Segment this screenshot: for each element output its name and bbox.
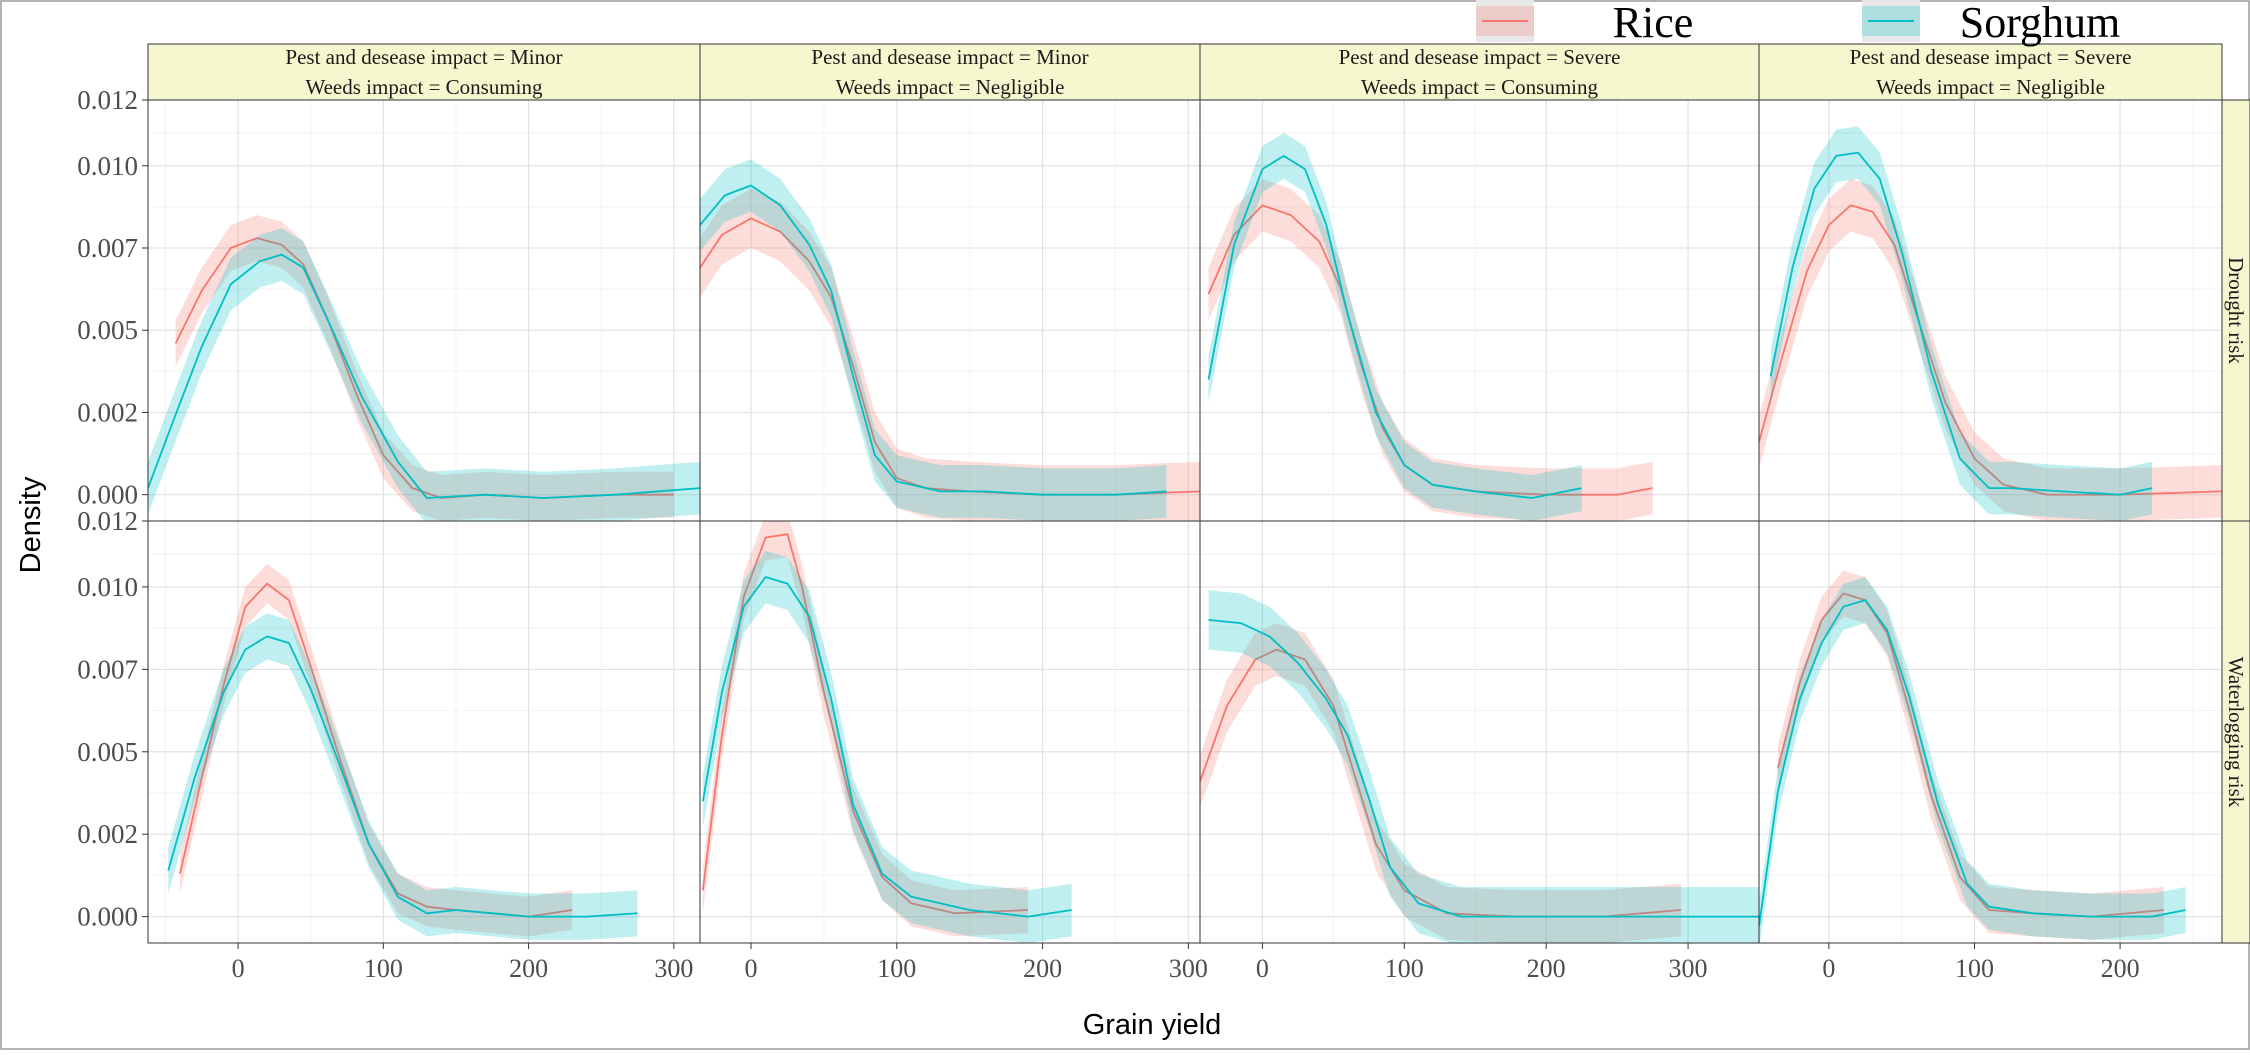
x-tick-label: 0	[1256, 954, 1269, 983]
y-tick-label: 0.005	[77, 315, 138, 345]
confidence-band-sorghum	[1208, 590, 1759, 943]
confidence-band-sorghum	[1208, 132, 1582, 521]
density-line-sorghum	[1208, 619, 1759, 918]
panel: 0 100 200 300	[699, 520, 1208, 983]
density-line-sorghum	[700, 184, 1167, 496]
confidence-band-rice	[180, 563, 573, 937]
x-tick-label: 200	[2101, 954, 2140, 983]
panel-background	[1200, 521, 1759, 943]
strip-label-pest: Pest and desease impact = Severe	[1850, 45, 2132, 69]
panel-background	[700, 521, 1200, 943]
confidence-band-rice	[1208, 178, 1653, 521]
panel-background	[1200, 100, 1759, 521]
x-tick-label: 200	[509, 954, 548, 983]
panel	[699, 99, 1201, 522]
confidence-band-rice	[1777, 570, 2164, 940]
strip-label-weeds: Weeds impact = Consuming	[1361, 75, 1599, 99]
x-tick-label: 0	[232, 954, 245, 983]
y-tick-label: 0.005	[77, 737, 138, 767]
density-line-sorghum	[1207, 155, 1582, 499]
panel-background	[1759, 100, 2222, 521]
strip-label-weeds: Weeds impact = Consuming	[305, 75, 543, 99]
row-strip-label: Waterlogging risk	[2224, 657, 2248, 808]
panel-border	[1758, 520, 2223, 944]
row-strip-label: Drought risk	[2224, 257, 2248, 364]
panel-background	[148, 521, 700, 943]
y-axis-title: Density	[15, 476, 47, 573]
density-line-sorghum	[1769, 151, 2153, 496]
panel: 0 100 200 300 0.000 0.002 0.005 0.007 0.010 0.012	[77, 506, 701, 983]
strip-label-pest: Pest and desease impact = Minor	[285, 45, 562, 69]
strip-background	[1199, 43, 1760, 101]
x-axis-title: Grain yield	[1083, 1009, 1222, 1041]
legend: Rice Sorghum	[1476, 0, 2120, 47]
panel-background	[148, 100, 700, 521]
y-tick-label: 0.007	[77, 654, 138, 684]
x-tick-label: 0	[1822, 954, 1835, 983]
legend-label: Rice	[1613, 0, 1694, 47]
panel	[1199, 99, 1760, 522]
confidence-band-rice	[702, 521, 1028, 937]
confidence-band-rice	[700, 188, 1200, 521]
confidence-band-sorghum	[1759, 577, 2186, 943]
confidence-band-sorghum	[700, 159, 1167, 521]
y-tick-label: 0.010	[77, 572, 138, 602]
legend-label: Sorghum	[1960, 0, 2121, 47]
panel: 0 100 200	[1758, 520, 2223, 983]
strip-label-weeds: Weeds impact = Negligible	[836, 75, 1065, 99]
x-tick-label: 100	[1955, 954, 1994, 983]
density-line-rice	[1759, 204, 2222, 496]
column-strip: Pest and desease impact = Severe Weeds im…	[1758, 43, 2223, 101]
confidence-band-sorghum	[702, 550, 1072, 943]
confidence-band-rice	[1200, 623, 1681, 943]
confidence-band-sorghum	[168, 613, 638, 940]
panel: 0 100 200 300	[1199, 520, 1760, 983]
y-tick-label: 0.007	[77, 233, 138, 263]
confidence-band-sorghum	[1770, 126, 2153, 521]
y-tick-label: 0.010	[77, 151, 138, 181]
column-strip: Pest and desease impact = Minor Weeds imp…	[699, 43, 1201, 101]
column-strip: Pest and desease impact = Severe Weeds im…	[1199, 43, 1760, 101]
x-tick-label: 200	[1023, 954, 1062, 983]
strip-label-weeds: Weeds impact = Negligible	[1876, 75, 2105, 99]
x-tick-label: 100	[1385, 954, 1424, 983]
density-line-sorghum	[167, 635, 638, 918]
x-tick-label: 300	[654, 954, 693, 983]
x-tick-label: 300	[1669, 954, 1708, 983]
confidence-band-rice	[175, 215, 674, 521]
x-tick-label: 200	[1527, 954, 1566, 983]
x-tick-label: 100	[364, 954, 403, 983]
x-tick-label: 0	[745, 954, 758, 983]
y-tick-label: 0.012	[77, 506, 138, 536]
x-tick-label: 300	[1169, 954, 1208, 983]
density-line-sorghum	[1759, 599, 2186, 927]
row-strip: Waterlogging risk	[2221, 520, 2250, 944]
x-tick-label: 100	[877, 954, 916, 983]
row-strip: Drought risk	[2221, 99, 2250, 522]
y-tick-label: 0.000	[77, 480, 138, 510]
density-line-sorghum	[702, 576, 1072, 918]
strip-label-pest: Pest and desease impact = Minor	[811, 45, 1088, 69]
strip-background	[147, 43, 701, 101]
y-tick-label: 0.002	[77, 397, 138, 427]
strip-background	[699, 43, 1201, 101]
panel-background	[1759, 521, 2222, 943]
density-line-sorghum	[148, 253, 700, 499]
y-tick-label: 0.012	[77, 85, 138, 115]
panel: 0.000 0.002 0.005 0.007 0.010 0.012	[77, 85, 701, 522]
strip-background	[1758, 43, 2223, 101]
y-tick-label: 0.002	[77, 819, 138, 849]
confidence-band-rice	[1759, 178, 2222, 521]
density-line-rice	[179, 582, 573, 918]
strip-label-pest: Pest and desease impact = Severe	[1339, 45, 1621, 69]
panel-background	[700, 100, 1200, 521]
panel	[1758, 99, 2223, 522]
column-strip: Pest and desease impact = Minor Weeds imp…	[147, 43, 701, 101]
y-tick-label: 0.000	[77, 902, 138, 932]
